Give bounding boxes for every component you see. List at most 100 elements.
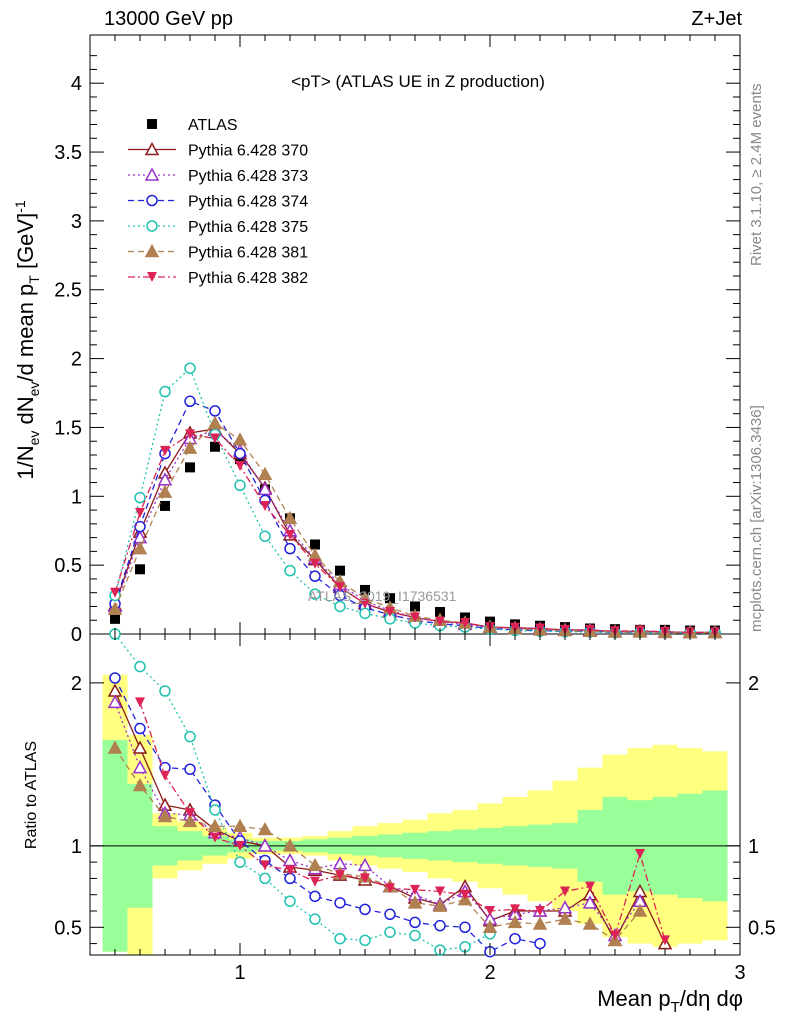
ratio-data-point — [582, 916, 598, 930]
ratio-data-point — [384, 926, 396, 938]
main-data-point — [334, 600, 346, 613]
ratio-y-tick-label-right: 2 — [748, 673, 759, 695]
legend: ATLAS Pythia 6.428 370 Pythia 6.428 373 Pyt… — [128, 117, 308, 287]
main-y-tick-label: 1 — [71, 486, 82, 508]
ratio-data-point — [260, 860, 270, 871]
ratio-y-tick-label-right: 1 — [748, 836, 759, 858]
ratio-data-point — [582, 895, 598, 909]
side-label-mcplots: mcplots.cern.ch [arXiv:1306.3436] — [748, 405, 765, 632]
main-data-point — [209, 405, 221, 417]
ratio-data-point — [107, 740, 123, 754]
main-y-tick-label: 3 — [71, 211, 82, 233]
main-data-point — [510, 622, 520, 633]
main-data-point — [259, 530, 271, 542]
legend-label: Pythia 6.428 374 — [188, 194, 308, 211]
main-data-point — [110, 613, 120, 624]
main-data-point — [310, 539, 320, 550]
main-data-point — [135, 564, 145, 575]
ratio-data-point — [159, 685, 171, 697]
ratio-data-point — [334, 897, 346, 909]
ratio-data-point — [359, 934, 371, 947]
ratio-data-point — [160, 770, 170, 781]
main-data-point — [210, 433, 220, 444]
main-y-tick-label: 3.5 — [54, 142, 82, 164]
ratio-data-point — [134, 660, 146, 673]
ratio-data-point — [310, 876, 320, 887]
ratio-data-point — [184, 730, 196, 743]
main-data-point — [184, 395, 196, 408]
main-data-point — [107, 601, 123, 615]
main-data-point — [335, 565, 345, 576]
main-y-tick-label: 1.5 — [54, 417, 82, 439]
ratio-data-point — [109, 672, 121, 684]
ratio-data-point — [209, 804, 221, 816]
ratio-data-point — [509, 932, 521, 945]
legend-marker — [144, 243, 160, 258]
main-data-point — [285, 529, 295, 540]
main-y-tick-label: 4 — [71, 73, 82, 95]
main-panel-series — [107, 362, 723, 639]
ratio-data-point — [535, 906, 545, 917]
main-data-point — [185, 429, 195, 440]
ratio-data-point — [534, 937, 546, 950]
legend-marker — [144, 141, 160, 156]
legend-marker — [146, 220, 158, 232]
ratio-data-point — [632, 903, 648, 917]
main-data-point — [110, 587, 120, 598]
ratio-data-point — [585, 881, 595, 892]
ratio-data-point — [409, 916, 421, 929]
ratio-data-point — [185, 808, 195, 819]
ratio-data-point — [435, 886, 445, 897]
chart-title: <pT> (ATLAS UE in Z production) — [291, 72, 545, 91]
main-data-point — [157, 484, 173, 498]
ratio-data-point — [259, 872, 271, 885]
ratio-data-point — [334, 932, 346, 945]
main-data-point — [435, 606, 445, 617]
ratio-data-point — [184, 763, 196, 775]
ratio-y-axis-label: Ratio to ATLAS — [23, 741, 40, 849]
main-y-tick-label: 0.5 — [54, 555, 82, 577]
ratio-y-tick-label-right: 0.5 — [748, 917, 776, 939]
main-data-point — [257, 481, 273, 496]
ratio-series-line-3 — [114, 633, 491, 951]
main-y-tick-label: 0 — [71, 624, 82, 646]
ratio-data-point — [257, 821, 273, 836]
main-data-point — [184, 362, 196, 374]
ratio-data-point — [410, 884, 420, 895]
main-data-point — [410, 612, 420, 623]
main-data-point — [282, 510, 298, 525]
ratio-data-point — [309, 890, 321, 903]
main-data-point — [310, 558, 320, 569]
ratio-data-point — [157, 808, 173, 823]
ratio-data-point — [459, 921, 471, 934]
ratio-y-tick-label: 2 — [71, 673, 82, 695]
ratio-data-point — [635, 848, 645, 859]
ratio-data-point — [485, 906, 495, 917]
ratio-y-tick-label: 0.5 — [54, 917, 82, 939]
main-data-point — [159, 385, 171, 398]
main-data-point — [235, 461, 245, 472]
main-data-point — [309, 588, 321, 600]
main-data-point — [335, 582, 345, 593]
ratio-series-line-1 — [114, 702, 641, 937]
ratio-data-point — [285, 865, 295, 876]
main-data-point — [185, 462, 195, 473]
ratio-data-point — [335, 870, 345, 881]
ratio-panel-series — [107, 628, 673, 958]
axis-ticks: 0 0.5 1 1.5 2 2.5 3 3.5 4 0.5 0.5 1 1 2 2 1 2 3 — [54, 35, 776, 984]
ratio-data-point — [309, 913, 321, 925]
ratio-data-point — [307, 857, 323, 872]
ratio-data-point — [132, 740, 148, 754]
ratio-data-point — [284, 895, 296, 907]
main-data-point — [359, 607, 371, 620]
ratio-data-point — [232, 818, 248, 833]
main-data-point — [460, 617, 470, 628]
main-data-point — [210, 441, 220, 452]
ratio-data-point — [507, 914, 523, 929]
main-data-point — [284, 564, 296, 577]
main-data-point — [234, 447, 246, 460]
x-tick-label: 2 — [484, 962, 495, 984]
ratio-data-point — [235, 840, 245, 851]
x-axis-label: Mean pT/dη dφ — [597, 986, 743, 1016]
